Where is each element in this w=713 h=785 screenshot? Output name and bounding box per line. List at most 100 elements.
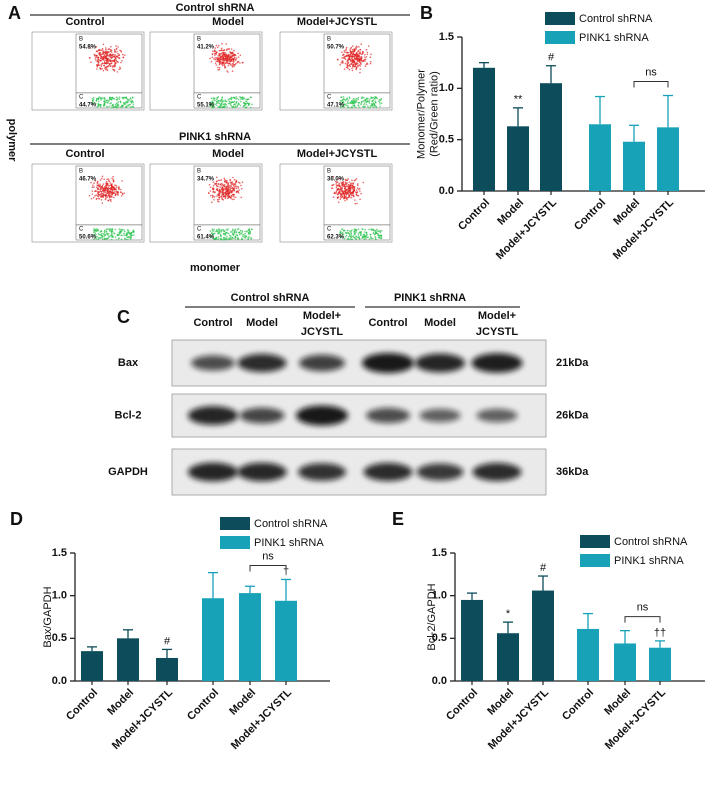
event-dot — [218, 63, 221, 66]
event-dot — [120, 230, 123, 233]
event-dot — [232, 176, 234, 179]
event-dot — [357, 101, 360, 104]
event-dot — [354, 202, 357, 205]
event-dot — [219, 55, 221, 57]
event-dot — [113, 49, 116, 51]
event-dot — [237, 237, 239, 240]
group-title: Control shRNA — [176, 2, 255, 14]
event-dot — [222, 57, 225, 60]
gate-percent: 44.7% — [79, 102, 97, 108]
gate-name: B — [327, 169, 331, 175]
event-dot — [99, 185, 101, 187]
event-dot — [366, 63, 369, 65]
event-dot — [127, 238, 129, 241]
event-dot — [369, 56, 372, 59]
event-dot — [346, 231, 348, 234]
event-dot — [227, 48, 230, 50]
event-dot — [369, 105, 372, 107]
event-dot — [215, 238, 218, 240]
event-dot — [214, 47, 217, 49]
event-dot — [94, 55, 97, 57]
event-dot — [215, 182, 217, 185]
event-dot — [340, 193, 342, 196]
event-dot — [356, 187, 359, 189]
event-dot — [127, 105, 130, 107]
event-dot — [365, 56, 368, 58]
protein-label: Bcl-2 — [115, 409, 142, 421]
event-dot — [375, 238, 377, 240]
x-tick-label: Model — [602, 687, 633, 718]
event-dot — [218, 228, 220, 230]
event-dot — [114, 236, 117, 238]
blot-band — [296, 405, 348, 426]
event-dot — [221, 59, 224, 61]
event-dot — [97, 100, 100, 103]
event-dot — [362, 100, 365, 102]
event-dot — [342, 183, 344, 185]
event-dot — [96, 98, 98, 101]
event-dot — [230, 235, 232, 237]
event-dot — [338, 185, 340, 187]
event-dot — [106, 54, 109, 57]
event-dot — [357, 96, 360, 99]
event-dot — [114, 188, 116, 191]
event-dot — [229, 60, 231, 62]
event-dot — [236, 97, 238, 100]
blot-band — [239, 407, 285, 424]
event-dot — [99, 193, 102, 196]
event-dot — [232, 233, 235, 236]
event-dot — [120, 61, 122, 64]
event-dot — [250, 237, 253, 239]
event-dot — [117, 103, 120, 106]
event-dot — [109, 193, 111, 195]
event-dot — [100, 65, 103, 67]
event-dot — [92, 184, 94, 186]
event-dot — [110, 56, 112, 58]
event-dot — [219, 58, 221, 61]
event-dot — [347, 99, 350, 102]
event-dot — [103, 193, 105, 196]
event-dot — [96, 236, 99, 238]
event-dot — [239, 62, 241, 64]
event-dot — [336, 58, 339, 61]
event-dot — [247, 237, 250, 240]
event-dot — [361, 100, 363, 103]
event-dot — [357, 50, 360, 52]
event-dot — [357, 105, 360, 107]
event-dot — [345, 234, 348, 237]
event-dot — [213, 98, 215, 101]
event-dot — [370, 237, 372, 239]
event-dot — [123, 229, 125, 231]
event-dot — [99, 183, 101, 186]
event-dot — [107, 102, 109, 104]
event-dot — [113, 59, 115, 62]
event-dot — [98, 197, 100, 200]
event-dot — [217, 96, 220, 98]
event-dot — [100, 57, 103, 59]
bracket-label: ns — [637, 602, 649, 614]
event-dot — [109, 187, 111, 190]
event-dot — [343, 229, 346, 232]
event-dot — [223, 195, 225, 197]
x-tick-label: Model — [227, 687, 258, 718]
event-dot — [225, 100, 228, 103]
event-dot — [227, 57, 230, 60]
event-dot — [101, 195, 104, 198]
event-dot — [353, 100, 356, 103]
event-dot — [364, 228, 367, 231]
event-dot — [211, 194, 214, 197]
event-dot — [128, 99, 131, 101]
event-dot — [369, 62, 372, 65]
event-dot — [211, 56, 214, 59]
event-dot — [359, 190, 361, 192]
significance-mark: †† — [654, 627, 666, 639]
event-dot — [93, 238, 95, 241]
event-dot — [223, 180, 226, 183]
event-dot — [223, 179, 226, 181]
event-dot — [358, 45, 360, 48]
event-dot — [372, 232, 375, 235]
lane-label: Model+ — [478, 310, 516, 322]
significance-mark: * — [506, 608, 511, 620]
gate-percent: 61.4% — [197, 234, 215, 240]
event-dot — [101, 62, 104, 65]
